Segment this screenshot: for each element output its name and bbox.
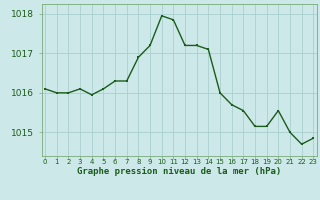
X-axis label: Graphe pression niveau de la mer (hPa): Graphe pression niveau de la mer (hPa) xyxy=(77,167,281,176)
